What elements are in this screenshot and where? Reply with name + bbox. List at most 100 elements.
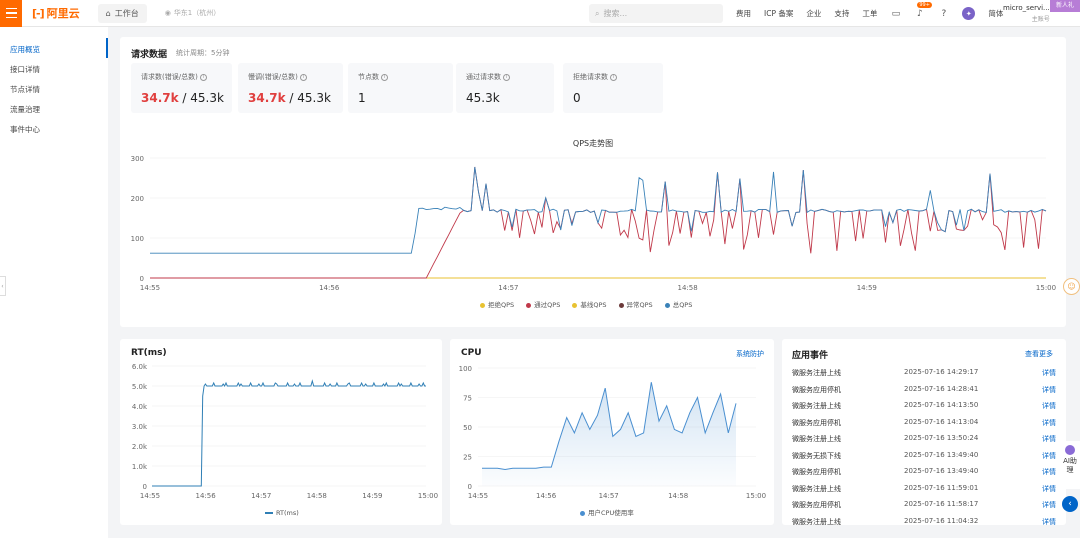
legend-rt[interactable]: RT(ms): [265, 509, 299, 517]
stat-passed-label-text: 通过请求数: [466, 73, 501, 81]
region-selector[interactable]: ◉ 华东1（杭州）: [165, 8, 221, 18]
cpu-x-tick: 14:57: [599, 492, 619, 500]
legend-passed-qps[interactable]: 通过QPS: [526, 299, 560, 309]
bell-badge: 99+: [917, 2, 932, 8]
ai-icon: [1065, 445, 1075, 455]
rt-y-tick: 5.0k: [132, 383, 148, 391]
workbench-button[interactable]: ⌂ 工作台: [97, 3, 147, 23]
stat-passed-value: 45.3k: [466, 91, 500, 105]
qps-chart[interactable]: QPS走势图 0 100 200 300 14:55 14:56 14:57 14:58 14:…: [120, 130, 1066, 300]
rt-y-tick: 6.0k: [132, 363, 148, 371]
event-detail-link[interactable]: 详情: [1042, 418, 1056, 427]
info-icon[interactable]: i: [503, 73, 510, 81]
cpu-x-tick: 15:00: [746, 492, 766, 500]
stat-passed-label: 通过请求数 i: [466, 72, 510, 82]
event-detail-link[interactable]: 详情: [1042, 435, 1056, 443]
event-row: 微服务注册上线 2025-07-16 11:04:32 详情: [792, 517, 1057, 533]
event-detail-link[interactable]: 详情: [1042, 385, 1056, 394]
event-detail-link[interactable]: 详情: [1042, 468, 1056, 476]
system-protection-link[interactable]: 系统防护: [736, 350, 764, 358]
sidebar-item-app-overview[interactable]: 应用概览: [10, 45, 40, 54]
sidebar-collapse-handle[interactable]: ‹: [0, 276, 6, 296]
stat-slow-error: 34.7k: [248, 91, 286, 105]
screen-icon[interactable]: ▭: [891, 8, 901, 19]
legend-rejected-label: 拒绝QPS: [488, 301, 515, 309]
stat-requests-label: 请求数(错误/总数) i: [141, 72, 207, 82]
cpu-chart[interactable]: 0 25 50 75 100 14:55 14:56 14:57 14:58 15:00: [450, 360, 774, 500]
stat-requests: 请求数(错误/总数) i 34.7k / 45.3k: [131, 63, 232, 113]
nav-billing[interactable]: 费用: [736, 9, 751, 18]
info-icon[interactable]: i: [199, 73, 207, 81]
sidebar-item-api-details[interactable]: 接口详情: [10, 65, 40, 74]
qps-x-tick: 14:57: [498, 284, 518, 292]
stat-slow-calls: 慢调(错误/总数) i 34.7k / 45.3k: [238, 63, 343, 113]
event-detail-link[interactable]: 详情: [1042, 369, 1056, 377]
event-detail-link[interactable]: 详情: [1042, 484, 1056, 493]
cpu-y-tick: 100: [459, 365, 472, 373]
logo[interactable]: [-] 阿里云: [32, 5, 80, 21]
cpu-legend: 用户CPU使用率: [580, 507, 634, 517]
nav-enterprise[interactable]: 企业: [806, 9, 822, 18]
cpu-line: [482, 382, 737, 471]
menu-icon[interactable]: [0, 0, 22, 27]
home-icon: ⌂: [105, 8, 111, 18]
rt-title: RT(ms): [131, 348, 167, 358]
stat-requests-label-text: 请求数(错误/总数): [141, 73, 198, 81]
ai-assistant-button[interactable]: AI助理: [1060, 441, 1080, 489]
stat-slow-label-text: 慢调(错误/总数): [248, 73, 298, 81]
cpu-x-tick: 14:58: [668, 492, 688, 500]
collapse-panel-button[interactable]: ‹: [1062, 496, 1078, 512]
sidebar-item-node-details[interactable]: 节点详情: [10, 85, 40, 94]
info-icon[interactable]: i: [299, 73, 307, 81]
user-name: micro_servi...: [1003, 4, 1050, 12]
event-detail-link[interactable]: 详情: [1042, 402, 1056, 410]
view-more-link[interactable]: 查看更多: [1025, 350, 1053, 358]
legend-exception-qps[interactable]: 异常QPS: [618, 299, 653, 309]
event-time: 2025-07-16 13:50:24: [904, 434, 979, 442]
legend-baseline-label: 基线QPS: [580, 301, 607, 309]
event-detail-link[interactable]: 详情: [1042, 501, 1056, 509]
legend-rejected-qps[interactable]: 拒绝QPS: [480, 299, 514, 309]
event-detail-link[interactable]: 详情: [1042, 517, 1056, 526]
event-detail-link[interactable]: 详情: [1042, 451, 1056, 460]
help-icon[interactable]: ?: [941, 8, 947, 19]
stat-nodes-label-text: 节点数: [358, 73, 379, 81]
event-time: 2025-07-16 14:13:04: [904, 417, 979, 426]
event-time: 2025-07-16 11:59:01: [904, 483, 979, 492]
user-menu[interactable]: micro_servi... 主账号: [1003, 3, 1050, 25]
stat-nodes: 节点数 i 1: [348, 63, 453, 113]
event-name: 微服务应用停机: [792, 418, 841, 427]
event-row: 微服务应用停机 2025-07-16 13:49:40 详情: [792, 467, 1057, 483]
top-bar: [-] 阿里云 ⌂ 工作台 ◉ 华东1（杭州）: [0, 0, 1080, 27]
cpu-title: CPU: [461, 348, 482, 358]
event-row: 微服务应用停机 2025-07-16 11:58:17 详情: [792, 500, 1057, 516]
legend-baseline-qps[interactable]: 基线QPS: [572, 299, 607, 309]
nav-ticket[interactable]: 工单: [862, 9, 878, 18]
top-nav: 费用 ICP 备案 企业 支持 工单 ▭ ♪ 99+ ? ✦ 简体: [736, 0, 1003, 27]
event-row: 微服务注册上线 2025-07-16 14:13:50 详情: [792, 401, 1057, 417]
region-label: 华东1（杭州）: [173, 9, 221, 17]
floating-helper-icon[interactable]: ☺: [1063, 278, 1080, 295]
sidebar-item-traffic-governance[interactable]: 流量治理: [10, 105, 40, 114]
bell-icon[interactable]: ♪ 99+: [916, 2, 932, 19]
event-name: 微服务注册上线: [792, 435, 841, 443]
legend-user-cpu[interactable]: 用户CPU使用率: [580, 507, 634, 517]
cpu-y-tick: 50: [463, 424, 472, 432]
rt-chart[interactable]: 0 1.0k 2.0k 3.0k 4.0k 5.0k 6.0k 14:55 14:56 14:57…: [120, 360, 442, 500]
event-name: 微服务注册上线: [792, 369, 841, 377]
info-icon[interactable]: i: [381, 73, 388, 81]
language-switch[interactable]: 简体: [988, 9, 1004, 18]
nav-icp[interactable]: ICP 备案: [764, 9, 794, 18]
rt-y-tick: 2.0k: [132, 443, 148, 451]
event-name: 微服务应用停机: [792, 468, 841, 476]
sidebar-item-event-center[interactable]: 事件中心: [10, 125, 40, 134]
promo-badge[interactable]: 新人礼: [1050, 0, 1080, 12]
stat-slow-value: 34.7k / 45.3k: [248, 91, 331, 105]
info-icon[interactable]: i: [610, 73, 617, 81]
search-input[interactable]: ⌕ 搜索...: [589, 4, 723, 23]
nav-support[interactable]: 支持: [834, 9, 850, 18]
stat-nodes-label: 节点数 i: [358, 72, 388, 82]
legend-total-qps[interactable]: 总QPS: [664, 299, 692, 309]
assistant-avatar-icon[interactable]: ✦: [962, 7, 976, 20]
search-icon: ⌕: [595, 8, 600, 18]
